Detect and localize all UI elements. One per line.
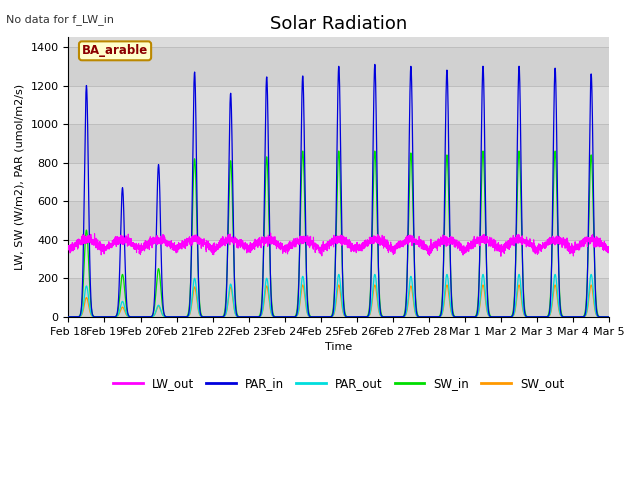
Bar	[68, 124, 609, 163]
Bar	[68, 278, 609, 317]
Text: No data for f_LW_in: No data for f_LW_in	[6, 14, 115, 25]
Bar	[68, 201, 609, 240]
Bar	[68, 47, 609, 85]
Text: BA_arable: BA_arable	[82, 44, 148, 57]
X-axis label: Time: Time	[325, 342, 353, 352]
Y-axis label: LW, SW (W/m2), PAR (umol/m2/s): LW, SW (W/m2), PAR (umol/m2/s)	[15, 84, 25, 270]
Legend: LW_out, PAR_in, PAR_out, SW_in, SW_out: LW_out, PAR_in, PAR_out, SW_in, SW_out	[109, 372, 569, 395]
Title: Solar Radiation: Solar Radiation	[270, 15, 408, 33]
